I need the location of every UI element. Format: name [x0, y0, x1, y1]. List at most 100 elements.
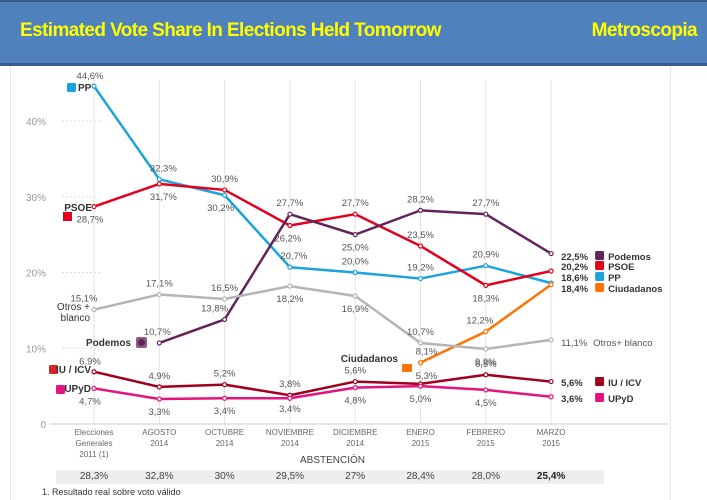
series-otros-blanco-segment: [484, 338, 553, 351]
series-upyd-point: [91, 385, 97, 391]
start-label-psoe: PSOE: [64, 203, 92, 214]
series-otros-blanco-segment: [158, 293, 226, 301]
series-upyd-point: [352, 385, 358, 391]
series-otros-blanco-point: [483, 346, 489, 352]
series-psoe-segment: [288, 212, 357, 227]
series-podemos-segment: [419, 209, 488, 216]
x-tick-label: 2011 (1): [79, 450, 109, 459]
end-value-label: 22,5%: [561, 252, 588, 263]
party-logo-icon: [595, 393, 605, 402]
data-label: 26,2%: [274, 234, 301, 245]
abstention-value: 27%: [345, 471, 366, 482]
end-series-label: UPyD: [608, 394, 633, 405]
series-upyd-segment: [288, 386, 357, 400]
data-label: 20,0%: [342, 257, 369, 268]
series-iu-icv-segment: [158, 383, 226, 389]
data-label: 20,9%: [472, 250, 499, 261]
series-otros-blanco-point: [91, 307, 97, 313]
series-pp-point: [222, 192, 228, 198]
series-otros-blanco-segment: [223, 284, 292, 301]
series-otros-blanco-segment: [92, 293, 161, 311]
series-upyd-point: [483, 387, 489, 393]
series-psoe-segment: [419, 244, 488, 287]
series-pp-point: [483, 263, 489, 269]
series-iu-icv-point: [222, 382, 228, 388]
data-label: 3,3%: [148, 407, 170, 418]
series-pp-segment: [92, 84, 161, 181]
data-label: 28,7%: [77, 215, 104, 226]
series-psoe-segment: [223, 188, 292, 227]
series-psoe-point: [222, 187, 228, 193]
series-ciudadanos-point: [417, 360, 424, 366]
series-iu-icv-point: [548, 378, 554, 385]
abstention-title: ABSTENCIÓN: [300, 455, 366, 466]
y-tick-label: 30%: [26, 193, 46, 204]
data-label: 5,0%: [410, 394, 432, 405]
start-label-ciudadanos: Ciudadanos: [341, 354, 399, 365]
data-label: 31,7%: [150, 192, 177, 203]
series-psoe-point: [91, 203, 97, 210]
series-upyd-segment: [484, 388, 553, 398]
series-pp-segment: [484, 264, 553, 285]
series-podemos-point: [417, 207, 424, 213]
series-podemos-point: [483, 211, 489, 217]
series-psoe-segment: [158, 182, 226, 192]
x-tick-label: 2015: [412, 439, 430, 448]
data-label: 16,5%: [211, 283, 238, 294]
series-otros-blanco-point: [287, 283, 293, 289]
series-iu-icv-point: [91, 369, 97, 375]
data-label: 30,9%: [211, 174, 238, 185]
series-podemos-segment: [353, 209, 422, 236]
start-label-upyd: UPyD: [64, 384, 91, 395]
series-otros-blanco-segment: [353, 294, 422, 345]
series-iu-icv-segment: [92, 370, 161, 389]
series-iu-icv-segment: [223, 383, 292, 397]
start-label-iu: IU / ICV: [56, 365, 91, 376]
data-label: 4,5%: [475, 398, 497, 409]
end-value-label: 20,2%: [561, 262, 588, 273]
data-label: 28,2%: [407, 194, 434, 205]
series-otros-blanco-point: [352, 293, 358, 299]
abstention-band: [56, 470, 604, 484]
data-label: 8,1%: [416, 347, 438, 358]
series-iu-icv-point: [483, 372, 489, 378]
abstention-value: 28,0%: [471, 471, 500, 482]
series-pp-point: [417, 275, 424, 282]
data-label: 16,9%: [342, 304, 369, 315]
y-tick-label: 20%: [26, 269, 46, 280]
x-tick-label: ENERO: [406, 428, 434, 437]
end-series-label: PSOE: [608, 262, 634, 273]
series-podemos-segment: [223, 212, 292, 321]
start-label-otros-line1: Otros +: [57, 302, 90, 313]
data-label: 10,7%: [144, 327, 171, 338]
data-label: 18,2%: [276, 294, 303, 305]
x-tick-label: OCTUBRE: [205, 428, 244, 437]
series-iu-icv-segment: [419, 373, 488, 386]
start-label-podemos: Podemos: [86, 338, 131, 349]
x-tick-label: 2015: [477, 439, 495, 448]
series-upyd-segment: [158, 396, 226, 401]
series-psoe-point: [483, 282, 489, 288]
chart-title: Estimated Vote Share In Elections Held T…: [20, 20, 441, 41]
party-logo-icon: [595, 377, 605, 386]
series-psoe-point: [548, 268, 554, 274]
end-value-label: 11,1%: [561, 338, 588, 349]
chart-source: Metroscopia: [591, 20, 698, 41]
series-podemos-segment: [288, 212, 357, 236]
series-podemos-point: [548, 250, 554, 257]
data-label: 25,0%: [342, 243, 369, 254]
data-label: 44,6%: [77, 71, 104, 82]
series-pp-segment: [419, 264, 488, 280]
series-ciudadanos-segment: [484, 283, 553, 333]
data-label: 18,3%: [472, 293, 499, 304]
series-otros-blanco-point: [548, 337, 554, 343]
data-label: 6,5%: [475, 359, 497, 370]
x-tick-label: 2014: [346, 439, 364, 448]
series-podemos-point: [222, 316, 228, 323]
data-label: 13,8%: [201, 303, 228, 314]
data-label: 27,7%: [472, 198, 499, 209]
header-banner: Estimated Vote Share In Elections Held T…: [0, 0, 707, 66]
series-upyd-point: [417, 383, 424, 389]
data-label: 27,7%: [342, 198, 369, 209]
series-pp-segment: [353, 271, 422, 280]
